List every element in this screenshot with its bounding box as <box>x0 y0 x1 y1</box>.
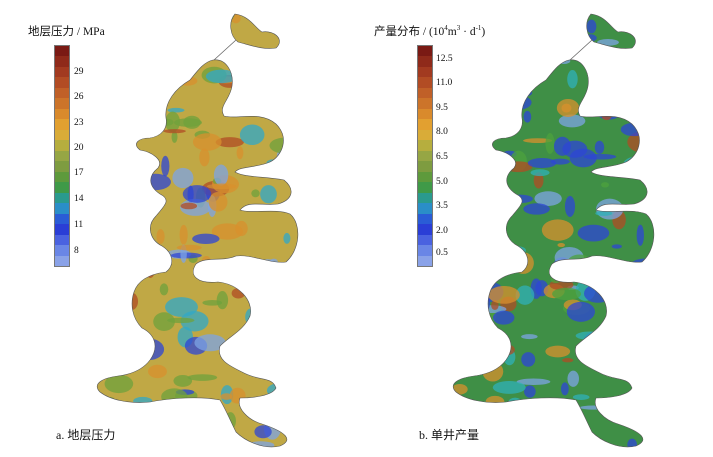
pressure-map <box>96 13 299 448</box>
colorbar-tick-label: 5.0 <box>436 177 448 187</box>
colorbar-swatch <box>418 245 432 257</box>
colorbar <box>54 45 70 267</box>
colorbar-swatch <box>418 119 432 131</box>
colorbar-tick-label: 20 <box>74 143 84 153</box>
colorbar-swatch <box>418 224 432 236</box>
colorbar-swatch <box>418 203 432 215</box>
colorbar-swatch <box>418 77 432 89</box>
colorbar-tick-label: 12.5 <box>436 54 453 64</box>
production-map <box>452 13 655 448</box>
colorbar-swatch <box>418 46 432 57</box>
colorbar-swatch <box>55 66 69 78</box>
colorbar-swatch <box>55 108 69 120</box>
colorbar-tick-label: 9.5 <box>436 103 448 113</box>
colorbar-swatch <box>55 234 69 246</box>
colorbar-swatch <box>418 87 432 99</box>
colorbar-swatch <box>418 56 432 68</box>
colorbar-swatch <box>418 192 432 204</box>
colorbar-tick-label: 6.5 <box>436 152 448 162</box>
colorbar-swatch <box>55 140 69 152</box>
colorbar-swatch <box>418 182 432 194</box>
colorbar-swatch <box>55 182 69 194</box>
colorbar-swatch <box>55 224 69 236</box>
colorbar-swatch <box>418 150 432 162</box>
colorbar-swatch <box>418 129 432 141</box>
colorbar-tick-label: 8.0 <box>436 127 448 137</box>
colorbar-swatch <box>418 66 432 78</box>
colorbar-tick-label: 26 <box>74 92 84 102</box>
colorbar-swatch <box>418 161 432 173</box>
colorbar-swatch <box>418 140 432 152</box>
colorbar-swatch <box>55 245 69 257</box>
colorbar-swatch <box>55 56 69 68</box>
panel-formation-pressure: 地层压力 / MPa 29 26 23 20 17 14 11 8 a. 地层压力 <box>0 0 356 457</box>
colorbar-tick-label: 0.5 <box>436 248 448 258</box>
colorbar-swatch <box>55 98 69 110</box>
colorbar-swatch <box>55 213 69 225</box>
panel-well-production: 产量分布 / (104m3 · d-1) 12.5 11.0 9.5 8.0 6.5 5.… <box>356 0 713 457</box>
colorbar <box>417 45 433 267</box>
colorbar-swatch <box>55 203 69 215</box>
colorbar-swatch <box>55 192 69 204</box>
colorbar-swatch <box>55 87 69 99</box>
colorbar-tick-label: 11 <box>74 220 84 230</box>
colorbar-swatch <box>418 234 432 246</box>
colorbar-swatch <box>55 129 69 141</box>
colorbar-tick-label: 14 <box>74 194 84 204</box>
colorbar-swatch <box>418 255 432 267</box>
colorbar-swatch <box>55 150 69 162</box>
colorbar-tick-label: 2.0 <box>436 226 448 236</box>
colorbar-tick-label: 11.0 <box>436 78 453 88</box>
caption: a. 地层压力 <box>56 428 116 442</box>
legend-title: 地层压力 / MPa <box>28 26 105 38</box>
colorbar-swatch <box>418 171 432 183</box>
legend-title: 产量分布 / (104m3 · d-1) <box>374 24 486 38</box>
colorbar-tick-label: 29 <box>74 67 84 77</box>
colorbar-tick-label: 17 <box>74 168 84 178</box>
colorbar-swatch <box>55 77 69 89</box>
colorbar-swatch <box>418 108 432 120</box>
colorbar-swatch <box>55 255 69 267</box>
caption: b. 单井产量 <box>419 428 480 442</box>
colorbar-tick-label: 8 <box>74 246 79 256</box>
colorbar-swatch <box>418 213 432 225</box>
colorbar-swatch <box>55 161 69 173</box>
colorbar-swatch <box>55 171 69 183</box>
colorbar-swatch <box>55 46 69 57</box>
colorbar-swatch <box>55 119 69 131</box>
colorbar-tick-label: 23 <box>74 118 84 128</box>
colorbar-tick-label: 3.5 <box>436 201 448 211</box>
colorbar-swatch <box>418 98 432 110</box>
